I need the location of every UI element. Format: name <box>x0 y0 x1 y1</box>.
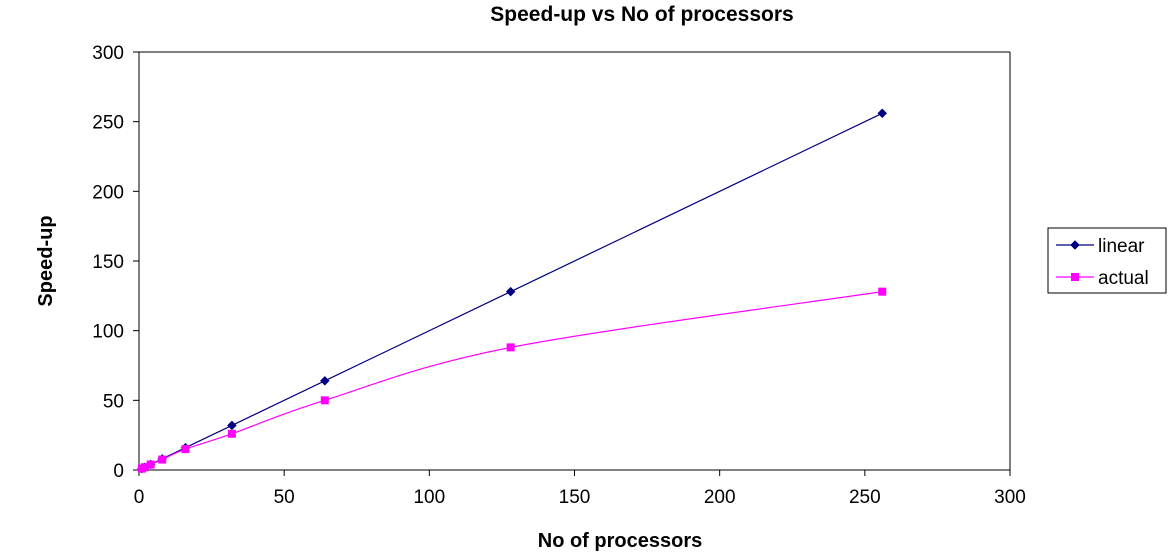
data-point-actual <box>506 343 515 352</box>
x-tick-label: 150 <box>559 487 591 508</box>
y-tick-label: 150 <box>92 252 124 273</box>
x-tick-label: 300 <box>994 487 1026 508</box>
data-point-linear <box>227 420 237 431</box>
legend-items: linear actual <box>1056 236 1149 289</box>
data-point-actual <box>158 455 167 464</box>
series-line-actual <box>141 291 883 470</box>
data-point-linear <box>877 108 888 119</box>
x-tick-label: 100 <box>413 487 445 508</box>
data-point-actual <box>146 460 155 469</box>
y-axis-label: Speed-up <box>35 215 57 306</box>
x-axis-label: No of processors <box>538 530 702 552</box>
legend: linear actual <box>1047 227 1167 294</box>
data-point-actual <box>878 287 887 296</box>
x-tick-label: 0 <box>134 487 145 508</box>
legend-item-linear: linear <box>1056 236 1145 257</box>
series-actual <box>137 287 887 473</box>
legend-marker <box>1071 273 1079 281</box>
data-point-actual <box>320 396 329 405</box>
legend-marker <box>1070 240 1080 250</box>
y-tick-label: 300 <box>92 43 124 64</box>
chart-title: Speed-up vs No of processors <box>490 3 793 26</box>
x-tick-label: 250 <box>849 487 881 508</box>
y-tick-label: 50 <box>103 391 124 412</box>
data-point-actual <box>227 429 236 438</box>
x-tick-label: 200 <box>704 487 736 508</box>
data-point-linear <box>319 375 330 386</box>
x-tick-label: 50 <box>274 487 295 508</box>
y-tick-label: 250 <box>92 113 124 134</box>
y-tick-label: 100 <box>92 322 124 343</box>
y-ticks: 0 50 100 150 200 250 300 <box>92 43 139 482</box>
legend-box <box>1047 227 1167 294</box>
legend-label: linear <box>1098 236 1145 257</box>
y-tick-label: 0 <box>113 461 124 482</box>
x-ticks: 0 50 100 150 200 250 300 <box>134 470 1026 508</box>
legend-label: actual <box>1098 268 1149 289</box>
legend-item-actual: actual <box>1056 268 1149 289</box>
data-point-actual <box>140 463 149 472</box>
data-point-actual <box>181 445 190 454</box>
data-point-linear <box>505 286 516 297</box>
series-layer <box>137 108 888 474</box>
series-linear <box>137 108 888 474</box>
y-tick-label: 200 <box>92 182 124 203</box>
